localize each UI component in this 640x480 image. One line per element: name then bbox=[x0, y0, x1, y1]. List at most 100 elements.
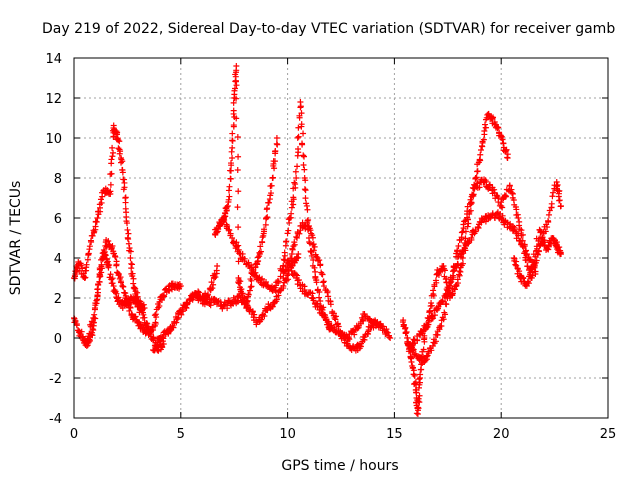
track-k-point bbox=[498, 203, 505, 209]
track-d-marker bbox=[174, 316, 181, 323]
track-h-marker bbox=[313, 253, 320, 260]
track-j-point bbox=[478, 143, 485, 149]
track-b-marker bbox=[119, 158, 126, 165]
track-b-marker bbox=[125, 230, 132, 237]
track-j-marker bbox=[459, 260, 466, 267]
track-l-marker bbox=[431, 312, 438, 319]
track-b-marker bbox=[129, 261, 136, 268]
track-g-marker bbox=[310, 257, 317, 264]
track-k-marker bbox=[468, 200, 475, 207]
track-e-marker bbox=[269, 174, 276, 181]
track-k-marker bbox=[486, 182, 493, 189]
track-e-marker bbox=[246, 287, 253, 294]
track-h-marker bbox=[357, 343, 364, 350]
track-j-point bbox=[504, 155, 511, 161]
track-i-marker bbox=[384, 329, 391, 336]
track-d-marker bbox=[209, 285, 216, 292]
track-b-marker bbox=[125, 240, 132, 247]
track-k-marker bbox=[491, 186, 498, 193]
track-j-marker bbox=[430, 287, 437, 294]
track-h-marker bbox=[332, 316, 339, 323]
track-e-marker bbox=[264, 214, 271, 221]
chart-title: Day 219 of 2022, Sidereal Day-to-day VTE… bbox=[42, 21, 615, 37]
track-b-marker bbox=[124, 220, 131, 227]
track-g-marker bbox=[252, 269, 259, 276]
track-j-marker bbox=[415, 405, 422, 412]
track-a-marker bbox=[119, 283, 126, 290]
track-h-point bbox=[288, 251, 295, 257]
x-tick-label: 25 bbox=[600, 427, 617, 442]
track-b-point bbox=[94, 215, 101, 221]
track-l-marker bbox=[482, 218, 489, 225]
track-g-marker bbox=[300, 130, 307, 137]
track-f-marker bbox=[241, 301, 248, 308]
track-g-marker bbox=[290, 194, 297, 201]
track-d-marker bbox=[205, 291, 212, 298]
track-a-marker bbox=[117, 278, 124, 285]
track-j-marker bbox=[416, 392, 423, 399]
track-a-marker bbox=[120, 283, 127, 290]
track-g-marker bbox=[311, 264, 318, 271]
track-a-marker bbox=[79, 334, 86, 341]
track-j-marker bbox=[411, 372, 418, 379]
track-j-marker bbox=[489, 114, 496, 121]
track-m-marker bbox=[539, 234, 546, 241]
track-i-marker bbox=[359, 316, 366, 323]
track-l-marker bbox=[523, 257, 530, 264]
track-k-marker bbox=[467, 196, 474, 203]
track-e-marker bbox=[230, 122, 237, 129]
track-e-point bbox=[229, 155, 236, 161]
track-i-point bbox=[387, 335, 394, 341]
track-e-marker bbox=[235, 224, 242, 231]
track-a-marker bbox=[72, 317, 79, 324]
track-e-marker bbox=[227, 167, 234, 174]
track-g-point bbox=[293, 175, 300, 181]
track-l-marker bbox=[465, 240, 472, 247]
track-b-marker bbox=[107, 181, 114, 188]
track-m-marker bbox=[556, 244, 563, 251]
track-g-marker bbox=[288, 210, 295, 217]
track-e-marker bbox=[222, 210, 229, 217]
track-j-marker bbox=[441, 267, 448, 274]
track-l-marker bbox=[447, 279, 454, 286]
track-l-marker bbox=[458, 253, 465, 260]
track-j-marker bbox=[494, 125, 501, 132]
track-l-marker bbox=[549, 193, 556, 200]
track-l-marker bbox=[472, 228, 479, 235]
track-j-marker bbox=[413, 410, 420, 417]
track-f-point bbox=[295, 251, 302, 257]
track-i-marker bbox=[297, 285, 304, 292]
track-g-marker bbox=[275, 278, 282, 285]
track-b-marker bbox=[130, 280, 137, 287]
y-tick-label: -4 bbox=[49, 412, 62, 427]
track-k-marker bbox=[432, 338, 439, 345]
track-m-marker bbox=[531, 259, 538, 266]
track-j-marker bbox=[416, 399, 423, 406]
track-k-marker bbox=[423, 356, 430, 363]
track-g-marker bbox=[281, 249, 288, 256]
track-l-marker bbox=[556, 197, 563, 204]
track-j-marker bbox=[481, 127, 488, 134]
track-l-marker bbox=[521, 250, 528, 257]
track-e-point bbox=[263, 215, 270, 221]
track-g-point bbox=[229, 235, 236, 241]
track-m-marker bbox=[520, 275, 527, 282]
track-e-marker bbox=[267, 190, 274, 197]
track-m-marker bbox=[516, 268, 523, 275]
track-k-marker bbox=[460, 225, 467, 232]
y-tick-label: 6 bbox=[54, 212, 62, 227]
track-c-marker bbox=[94, 286, 101, 293]
track-k-point bbox=[455, 243, 462, 249]
track-b-marker bbox=[89, 232, 96, 239]
track-l-marker bbox=[499, 212, 506, 219]
track-j-marker bbox=[482, 124, 489, 131]
track-h-marker bbox=[296, 230, 303, 237]
track-e-marker bbox=[274, 141, 281, 148]
track-l-marker bbox=[554, 181, 561, 188]
track-e-marker bbox=[272, 147, 279, 154]
track-k-marker bbox=[441, 309, 448, 316]
track-h-marker bbox=[314, 257, 321, 264]
track-l-marker bbox=[454, 261, 461, 268]
track-c-marker bbox=[115, 294, 122, 301]
track-e-marker bbox=[245, 291, 252, 298]
